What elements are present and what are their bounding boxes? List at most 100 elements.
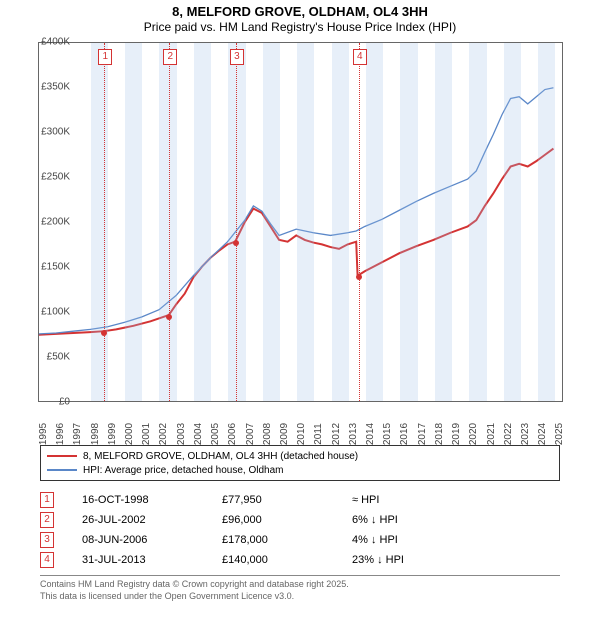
row-marker: 4 — [40, 552, 54, 568]
shade-band — [435, 43, 452, 401]
shade-band — [263, 43, 280, 401]
x-axis-label: 2016 — [399, 423, 410, 445]
shade-band — [469, 43, 486, 401]
title-area: 8, MELFORD GROVE, OLDHAM, OL4 3HH Price … — [0, 0, 600, 36]
x-axis-label: 2022 — [503, 423, 514, 445]
x-axis-label: 2021 — [486, 423, 497, 445]
sale-vline: 2 — [169, 43, 170, 401]
legend-swatch — [47, 469, 77, 470]
y-axis-label: £100K — [41, 307, 70, 318]
col-price: £178,000 — [222, 534, 352, 546]
x-axis-label: 2009 — [279, 423, 290, 445]
shade-band — [194, 43, 211, 401]
legend-swatch — [47, 455, 77, 457]
y-axis-label: £250K — [41, 172, 70, 183]
sale-marker: 1 — [98, 49, 112, 65]
legend-label: HPI: Average price, detached house, Oldh… — [83, 465, 284, 476]
shade-band — [400, 43, 417, 401]
shade-band — [332, 43, 349, 401]
y-axis-label: £50K — [47, 352, 70, 363]
footer: Contains HM Land Registry data © Crown c… — [40, 575, 560, 602]
x-axis-label: 2024 — [537, 423, 548, 445]
sale-vline: 1 — [104, 43, 105, 401]
x-axis-label: 2005 — [210, 423, 221, 445]
col-diff: 4% ↓ HPI — [352, 534, 452, 546]
x-axis-label: 2004 — [193, 423, 204, 445]
x-axis-label: 2001 — [141, 423, 152, 445]
shade-band — [538, 43, 555, 401]
title-line1: 8, MELFORD GROVE, OLDHAM, OL4 3HH — [0, 4, 600, 19]
x-axis-label: 2017 — [417, 423, 428, 445]
footer-line2: This data is licensed under the Open Gov… — [40, 591, 560, 603]
sale-vline: 3 — [236, 43, 237, 401]
x-axis-label: 1995 — [38, 423, 49, 445]
y-axis-label: £300K — [41, 127, 70, 138]
col-date: 31-JUL-2013 — [82, 554, 222, 566]
x-axis-label: 2013 — [348, 423, 359, 445]
legend-label: 8, MELFORD GROVE, OLDHAM, OL4 3HH (detac… — [83, 451, 358, 462]
chart-plot-area: 1234 — [38, 42, 563, 402]
x-axis-label: 2000 — [124, 423, 135, 445]
shade-band — [91, 43, 108, 401]
y-axis-label: £400K — [41, 37, 70, 48]
col-date: 08-JUN-2006 — [82, 534, 222, 546]
sales-table: 1 16-OCT-1998£77,950≈ HPI 2 26-JUL-2002£96,… — [40, 490, 560, 570]
y-axis-label: £350K — [41, 82, 70, 93]
x-axis-label: 1998 — [90, 423, 101, 445]
shade-band — [504, 43, 521, 401]
x-axis-label: 1996 — [55, 423, 66, 445]
chart-container: 8, MELFORD GROVE, OLDHAM, OL4 3HH Price … — [0, 0, 600, 620]
shade-band — [159, 43, 176, 401]
row-marker: 1 — [40, 492, 54, 508]
shade-band — [228, 43, 245, 401]
x-axis-label: 2014 — [365, 423, 376, 445]
title-line2: Price paid vs. HM Land Registry's House … — [0, 20, 600, 34]
footer-line1: Contains HM Land Registry data © Crown c… — [40, 579, 560, 591]
col-price: £77,950 — [222, 494, 352, 506]
col-diff: ≈ HPI — [352, 494, 452, 506]
x-axis-label: 2008 — [262, 423, 273, 445]
col-diff: 23% ↓ HPI — [352, 554, 452, 566]
col-price: £140,000 — [222, 554, 352, 566]
table-row: 2 26-JUL-2002£96,0006% ↓ HPI — [40, 510, 560, 530]
x-axis-label: 2015 — [382, 423, 393, 445]
x-axis-label: 2006 — [227, 423, 238, 445]
row-marker: 2 — [40, 512, 54, 528]
y-axis-label: £200K — [41, 217, 70, 228]
x-axis-label: 2011 — [313, 423, 324, 445]
table-row: 4 31-JUL-2013£140,00023% ↓ HPI — [40, 550, 560, 570]
x-axis-label: 2020 — [468, 423, 479, 445]
y-axis-label: £0 — [59, 397, 70, 408]
row-marker: 3 — [40, 532, 54, 548]
x-axis-label: 1999 — [107, 423, 118, 445]
col-price: £96,000 — [222, 514, 352, 526]
y-axis-label: £150K — [41, 262, 70, 273]
x-axis-label: 2010 — [296, 423, 307, 445]
col-date: 16-OCT-1998 — [82, 494, 222, 506]
col-date: 26-JUL-2002 — [82, 514, 222, 526]
sale-point — [233, 240, 239, 246]
x-axis-label: 2002 — [158, 423, 169, 445]
x-axis-label: 2018 — [434, 423, 445, 445]
sale-point — [166, 314, 172, 320]
x-axis-label: 2025 — [554, 423, 565, 445]
shade-band — [297, 43, 314, 401]
table-row: 3 08-JUN-2006£178,0004% ↓ HPI — [40, 530, 560, 550]
x-axis-label: 2023 — [520, 423, 531, 445]
col-diff: 6% ↓ HPI — [352, 514, 452, 526]
sale-marker: 3 — [230, 49, 244, 65]
legend-row: HPI: Average price, detached house, Oldh… — [47, 463, 553, 477]
x-axis-label: 2019 — [451, 423, 462, 445]
x-axis-label: 2012 — [331, 423, 342, 445]
sale-point — [101, 330, 107, 336]
x-axis-label: 1997 — [72, 423, 83, 445]
legend-row: 8, MELFORD GROVE, OLDHAM, OL4 3HH (detac… — [47, 449, 553, 463]
x-axis-label: 2007 — [245, 423, 256, 445]
legend: 8, MELFORD GROVE, OLDHAM, OL4 3HH (detac… — [40, 445, 560, 481]
shade-band — [366, 43, 383, 401]
sale-marker: 4 — [353, 49, 367, 65]
sale-marker: 2 — [163, 49, 177, 65]
x-axis-label: 2003 — [176, 423, 187, 445]
sale-point — [356, 274, 362, 280]
sale-vline: 4 — [359, 43, 360, 401]
